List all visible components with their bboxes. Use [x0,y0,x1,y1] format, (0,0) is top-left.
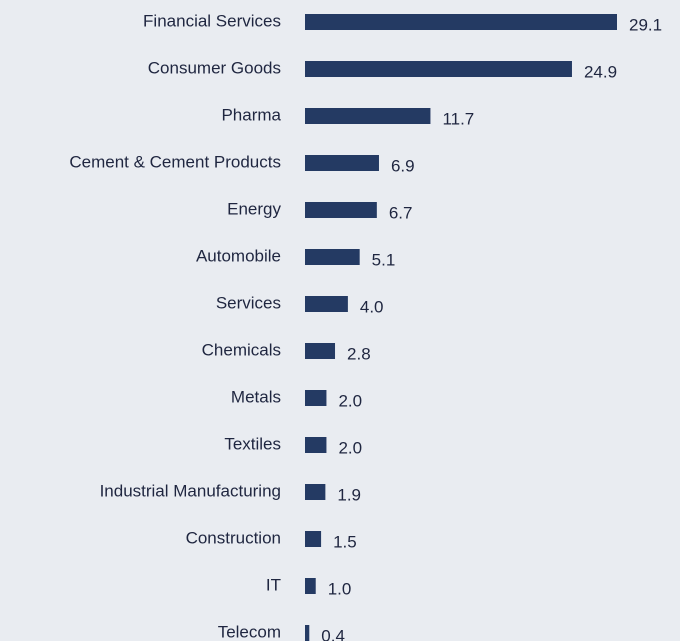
bar [305,437,327,453]
bar [305,249,360,265]
bar [305,390,327,406]
category-label: Construction [186,528,281,547]
value-label: 24.9 [584,62,617,81]
value-label: 11.7 [442,109,474,128]
category-label: Industrial Manufacturing [100,481,281,500]
category-label: Consumer Goods [148,58,281,77]
category-label: Metals [231,387,281,406]
value-label: 2.0 [338,391,362,410]
category-label: Textiles [224,434,281,453]
bar [305,343,336,359]
value-label: 0.4 [321,626,345,641]
value-label: 6.9 [391,156,415,175]
category-label: Chemicals [202,340,281,359]
category-label: Services [216,293,281,312]
bar [305,61,572,77]
value-label: 2.8 [347,344,371,363]
category-label: Telecom [218,622,281,641]
value-label: 4.0 [360,297,384,316]
category-label: Cement & Cement Products [69,152,281,171]
value-label: 1.9 [337,485,361,504]
value-label: 29.1 [629,15,662,34]
bar [305,108,431,124]
value-label: 1.5 [333,532,357,551]
value-label: 6.7 [389,203,413,222]
bar [305,625,310,641]
category-label: Energy [227,199,281,218]
category-label: IT [266,575,281,594]
bar [305,296,348,312]
category-label: Financial Services [143,11,281,30]
value-label: 1.0 [328,579,352,598]
bar [305,531,322,547]
category-label: Automobile [196,246,281,265]
value-label: 2.0 [338,438,362,457]
bar [305,14,617,30]
bar [305,202,377,218]
category-label: Pharma [221,105,281,124]
value-label: 5.1 [372,250,396,269]
bar [305,578,316,594]
bar [305,484,326,500]
bar [305,155,379,171]
